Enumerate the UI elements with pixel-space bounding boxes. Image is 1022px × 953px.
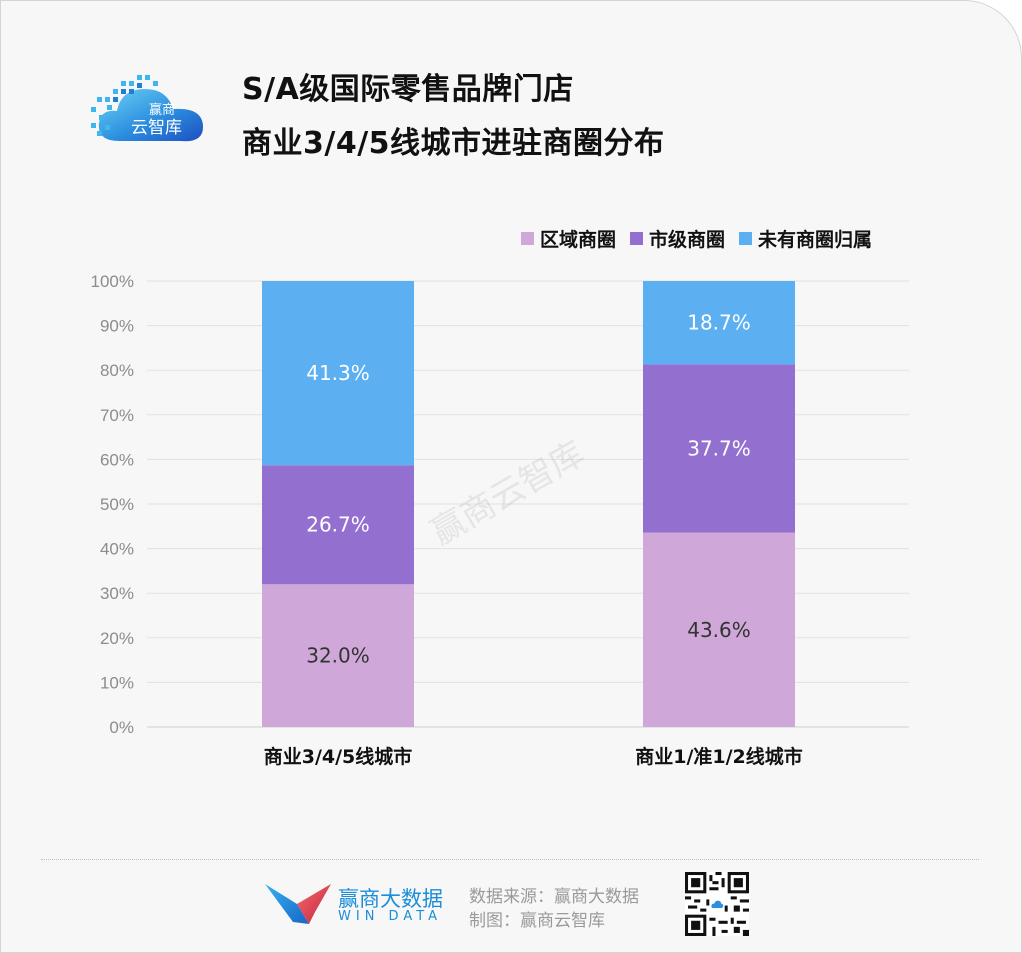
y-tick-label: 60% [100, 450, 134, 469]
logo-text-bottom: 云智库 [131, 118, 182, 137]
legend-swatch-none [739, 232, 753, 245]
legend-label-district: 区域商圈 [540, 229, 617, 251]
y-tick-label: 50% [100, 495, 134, 514]
logo-text-top: 赢商 [149, 102, 175, 117]
legend-label-none: 未有商圈归属 [758, 229, 873, 251]
legend-item-none: 未有商圈归属 [739, 225, 872, 252]
bar-segment [643, 364, 795, 533]
data-label: 32.0% [306, 644, 370, 668]
legend-swatch-district [521, 232, 534, 245]
brand-name-en: WIN DATA [338, 909, 443, 924]
yingshang-cloud-logo: 赢商 云智库 [91, 75, 203, 142]
legend-label-city: 市级商圈 [649, 229, 726, 251]
y-tick-label: 20% [100, 629, 134, 648]
data-label: 41.3% [306, 361, 370, 385]
bar-segment [643, 281, 795, 365]
chart-title-line2: 商业3/4/5线城市进驻商圈分布 [242, 126, 665, 161]
y-tick-label: 30% [100, 584, 134, 603]
legend-item-city: 市级商圈 [630, 225, 725, 252]
y-tick-label: 100% [91, 272, 134, 291]
x-tick-label: 商业3/4/5线城市 [264, 745, 413, 768]
y-tick-label: 80% [100, 361, 134, 380]
x-tick-label: 商业1/准1/2线城市 [635, 745, 803, 768]
data-label: 37.7% [687, 436, 751, 460]
qr-code-image [685, 872, 749, 936]
bar-segment [262, 584, 414, 727]
y-tick-label: 10% [100, 673, 134, 692]
legend-item-district: 区域商圈 [521, 225, 616, 252]
stacked-bar-chart: 0% 10% 20% 30% 40% 50% 60% 70% 80% 90% 100% 32.0% 26… [91, 272, 909, 768]
data-label: 43.6% [687, 618, 751, 642]
chart-legend: 区域商圈 市级商圈 未有商圈归属 [521, 225, 872, 252]
bar-segment [262, 465, 414, 585]
data-label: 26.7% [306, 513, 370, 537]
y-tick-label: 40% [100, 540, 134, 559]
bar-segment [262, 281, 414, 466]
y-tick-label: 90% [100, 317, 134, 336]
data-source-text: 数据来源：赢商大数据 [469, 887, 639, 907]
bar-segment [643, 532, 795, 727]
brand-name-cn: 赢商大数据 [338, 887, 443, 911]
footer-divider [41, 859, 979, 860]
data-label: 18.7% [687, 311, 751, 335]
y-tick-label: 0% [109, 718, 134, 737]
legend-swatch-city [630, 232, 644, 245]
windata-logo-icon [265, 884, 331, 924]
chart-title-line1: S/A级国际零售品牌门店 [242, 72, 574, 107]
chart-credit-text: 制图：赢商云智库 [469, 911, 605, 931]
y-tick-label: 70% [100, 406, 134, 425]
